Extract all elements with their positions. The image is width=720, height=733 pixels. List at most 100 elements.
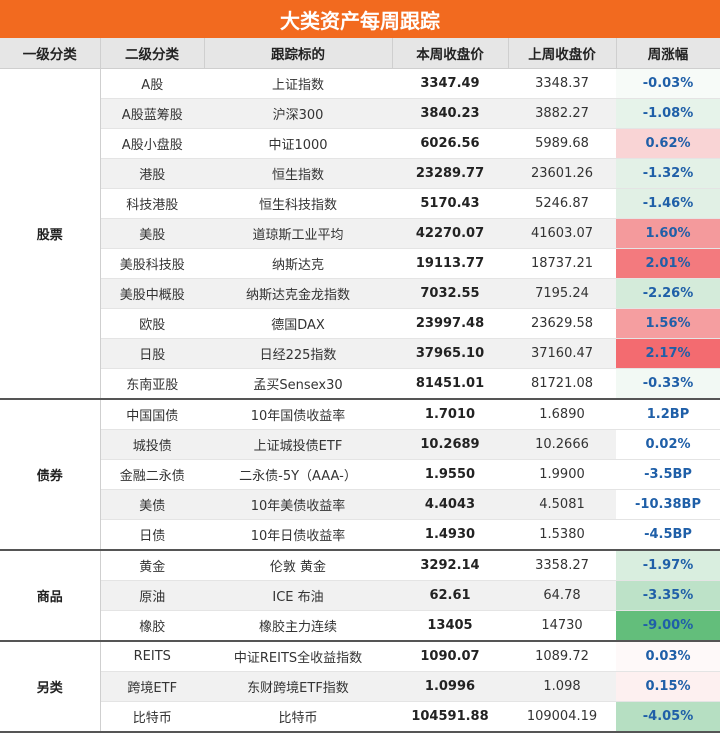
- tracking-target-cell: 恒生指数: [204, 158, 392, 189]
- previous-close-cell: 23629.58: [508, 308, 616, 339]
- table-row: 美股中概股 纳斯达克金龙指数 7032.55 7195.24 -2.26%: [0, 278, 720, 309]
- table-row: 美债 10年美债收益率 4.4043 4.5081 -10.38BP: [0, 489, 720, 520]
- subcategory-cell: 美股: [100, 218, 204, 249]
- previous-close-cell: 109004.19: [508, 701, 616, 733]
- weekly-change-cell: 0.03%: [616, 641, 720, 672]
- weekly-change-cell: 1.2BP: [616, 399, 720, 430]
- tracking-target-cell: 橡胶主力连续: [204, 610, 392, 642]
- previous-close-cell: 3348.37: [508, 68, 616, 99]
- table-row: 日债 10年日债收益率 1.4930 1.5380 -4.5BP: [0, 519, 720, 551]
- table-row: 城投债 上证城投债ETF 10.2689 10.2666 0.02%: [0, 429, 720, 460]
- previous-close-cell: 64.78: [508, 580, 616, 611]
- table-row: 东南亚股 孟买Sensex30 81451.01 81721.08 -0.33%: [0, 368, 720, 400]
- weekly-change-cell: -4.05%: [616, 701, 720, 733]
- previous-close-cell: 37160.47: [508, 338, 616, 369]
- subcategory-cell: 科技港股: [100, 188, 204, 219]
- current-close-cell: 37965.10: [392, 338, 508, 369]
- previous-close-cell: 5989.68: [508, 128, 616, 159]
- table-row: 日股 日经225指数 37965.10 37160.47 2.17%: [0, 338, 720, 369]
- table-row: A股蓝筹股 沪深300 3840.23 3882.27 -1.08%: [0, 98, 720, 129]
- table-row: 商品 黄金 伦敦 黄金 3292.14 3358.27 -1.97%: [0, 550, 720, 642]
- tracking-target-cell: 沪深300: [204, 98, 392, 129]
- weekly-change-cell: -2.26%: [616, 278, 720, 309]
- subcategory-cell: 美股中概股: [100, 278, 204, 309]
- table-body: 股票 A股 上证指数 3347.49 3348.37 -0.03% A股蓝筹股 沪深300 38…: [0, 68, 720, 733]
- previous-close-cell: 1.9900: [508, 459, 616, 490]
- current-close-cell: 1.0996: [392, 671, 508, 702]
- tracking-target-cell: 二永债-5Y（AAA-）: [204, 459, 392, 490]
- current-close-cell: 19113.77: [392, 248, 508, 279]
- previous-close-cell: 5246.87: [508, 188, 616, 219]
- table-row: 债券 中国国债 10年国债收益率 1.7010 1.6890 1.2BP: [0, 399, 720, 551]
- tracking-target-cell: 上证城投债ETF: [204, 429, 392, 460]
- subcategory-cell: 美股科技股: [100, 248, 204, 279]
- previous-close-cell: 14730: [508, 610, 616, 642]
- subcategory-cell: 橡胶: [100, 610, 204, 642]
- header-level1: 一级分类: [0, 38, 101, 69]
- previous-close-cell: 7195.24: [508, 278, 616, 309]
- subcategory-cell: 日股: [100, 338, 204, 369]
- subcategory-cell: 美债: [100, 489, 204, 520]
- subcategory-cell: A股: [100, 68, 204, 99]
- weekly-change-cell: 2.17%: [616, 338, 720, 369]
- weekly-change-cell: 0.62%: [616, 128, 720, 159]
- page-title: 大类资产每周跟踪: [0, 0, 720, 38]
- table-row: 美股科技股 纳斯达克 19113.77 18737.21 2.01%: [0, 248, 720, 279]
- table-row: 欧股 德国DAX 23997.48 23629.58 1.56%: [0, 308, 720, 339]
- subcategory-cell: 金融二永债: [100, 459, 204, 490]
- table-row: 跨境ETF 东财跨境ETF指数 1.0996 1.098 0.15%: [0, 671, 720, 702]
- weekly-change-cell: -4.5BP: [616, 519, 720, 551]
- table-row: 另类 REITS 中证REITS全收益指数 1090.07 1089.72 0.03%: [0, 641, 720, 733]
- category-cell: 商品: [0, 550, 101, 642]
- table-row: 金融二永债 二永债-5Y（AAA-） 1.9550 1.9900 -3.5BP: [0, 459, 720, 490]
- subcategory-cell: A股蓝筹股: [100, 98, 204, 129]
- weekly-change-cell: 1.60%: [616, 218, 720, 249]
- current-close-cell: 7032.55: [392, 278, 508, 309]
- previous-close-cell: 3882.27: [508, 98, 616, 129]
- current-close-cell: 6026.56: [392, 128, 508, 159]
- tracking-target-cell: 日经225指数: [204, 338, 392, 369]
- previous-close-cell: 81721.08: [508, 368, 616, 400]
- tracking-target-cell: 比特币: [204, 701, 392, 733]
- tracking-target-cell: ICE 布油: [204, 580, 392, 611]
- current-close-cell: 13405: [392, 610, 508, 642]
- weekly-change-cell: -10.38BP: [616, 489, 720, 520]
- tracking-target-cell: 10年日债收益率: [204, 519, 392, 551]
- previous-close-cell: 3358.27: [508, 550, 616, 581]
- tracking-target-cell: 中证REITS全收益指数: [204, 641, 392, 672]
- table-row: 港股 恒生指数 23289.77 23601.26 -1.32%: [0, 158, 720, 189]
- weekly-change-cell: -9.00%: [616, 610, 720, 642]
- current-close-cell: 1.9550: [392, 459, 508, 490]
- current-close-cell: 3840.23: [392, 98, 508, 129]
- current-close-cell: 23289.77: [392, 158, 508, 189]
- category-cell: 股票: [0, 68, 101, 400]
- subcategory-cell: 欧股: [100, 308, 204, 339]
- asset-table: 一级分类 二级分类 跟踪标的 本周收盘价 上周收盘价 周涨幅 股票 A股 上证指数 3…: [0, 38, 720, 733]
- category-cell: 另类: [0, 641, 101, 733]
- table-row: 股票 A股 上证指数 3347.49 3348.37 -0.03%: [0, 68, 720, 400]
- weekly-change-cell: 0.02%: [616, 429, 720, 460]
- weekly-change-cell: 1.56%: [616, 308, 720, 339]
- current-close-cell: 5170.43: [392, 188, 508, 219]
- current-close-cell: 42270.07: [392, 218, 508, 249]
- subcategory-cell: 原油: [100, 580, 204, 611]
- header-level2: 二级分类: [100, 38, 205, 69]
- subcategory-cell: A股小盘股: [100, 128, 204, 159]
- weekly-change-cell: -0.33%: [616, 368, 720, 400]
- tracking-target-cell: 纳斯达克: [204, 248, 392, 279]
- current-close-cell: 10.2689: [392, 429, 508, 460]
- previous-close-cell: 1.5380: [508, 519, 616, 551]
- tracking-target-cell: 伦敦 黄金: [204, 550, 392, 581]
- subcategory-cell: 黄金: [100, 550, 204, 581]
- tracking-target-cell: 孟买Sensex30: [204, 368, 392, 400]
- weekly-change-cell: -1.97%: [616, 550, 720, 581]
- header-weekly-change: 周涨幅: [616, 38, 720, 69]
- header-current-close: 本周收盘价: [392, 38, 509, 69]
- weekly-change-cell: -1.32%: [616, 158, 720, 189]
- subcategory-cell: 港股: [100, 158, 204, 189]
- current-close-cell: 1.4930: [392, 519, 508, 551]
- subcategory-cell: 中国国债: [100, 399, 204, 430]
- previous-close-cell: 1.098: [508, 671, 616, 702]
- current-close-cell: 81451.01: [392, 368, 508, 400]
- previous-close-cell: 41603.07: [508, 218, 616, 249]
